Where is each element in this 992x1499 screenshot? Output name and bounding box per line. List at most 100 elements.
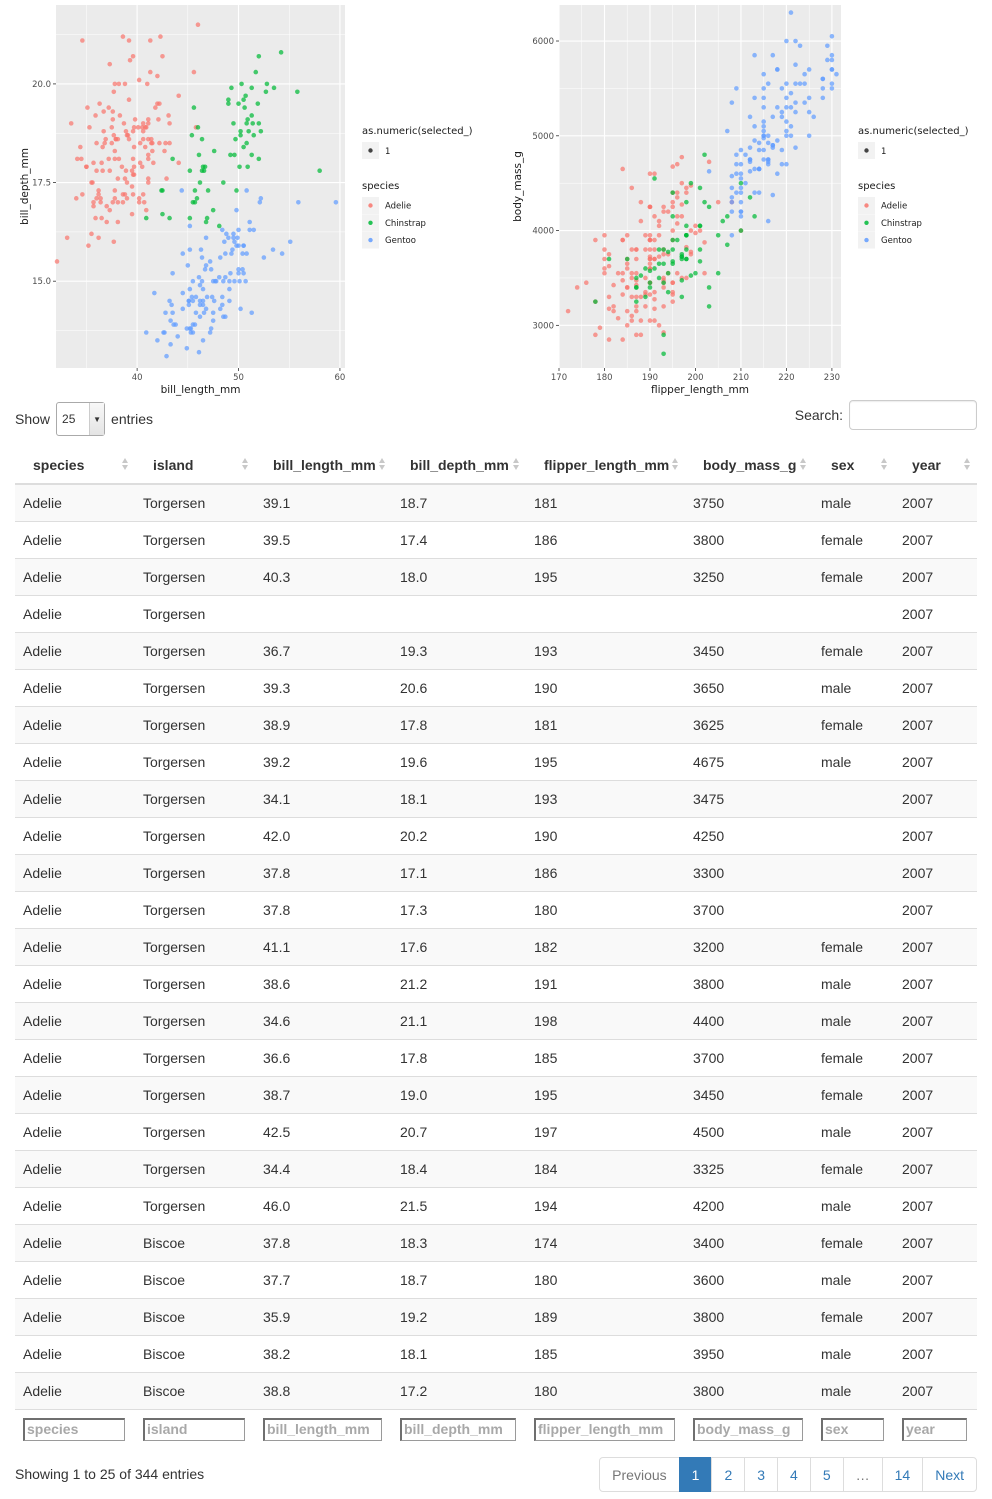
table-cell-year: 2007 <box>894 631 977 669</box>
table-row[interactable]: Adelie Torgersen 39.3 20.6 190 3650 male 2007 <box>15 668 977 706</box>
data-point-gentoo <box>802 81 807 86</box>
data-point-gentoo <box>200 286 206 292</box>
table-cell-bill-length-mm: 39.2 <box>255 742 392 780</box>
filter-year-input[interactable]: year <box>902 1417 967 1441</box>
filter-bill-length-input[interactable]: bill_length_mm <box>263 1417 382 1441</box>
table-row[interactable]: Adelie Biscoe 38.8 17.2 180 3800 male 2007 <box>15 1371 977 1409</box>
data-point-adelie <box>638 332 644 338</box>
table-row[interactable]: Adelie Torgersen 40.3 18.0 195 3250 female 2007 <box>15 557 977 595</box>
sort-icon[interactable] <box>672 458 679 472</box>
data-point-adelie <box>135 125 141 130</box>
data-point-gentoo <box>258 196 264 201</box>
table-row[interactable]: Adelie Torgersen 39.2 19.6 195 4675 male 2007 <box>15 742 977 780</box>
table-cell-year: 2007 <box>894 927 977 965</box>
table-row[interactable]: Adelie Torgersen 41.1 17.6 182 3200 female 2007 <box>15 927 977 965</box>
column-header-bill-depth[interactable]: bill_depth_mm <box>392 446 526 485</box>
data-point-adelie <box>656 223 662 229</box>
table-row[interactable]: Adelie Torgersen 36.6 17.8 185 3700 female 2007 <box>15 1038 977 1076</box>
table-row[interactable]: Adelie Torgersen 36.7 19.3 193 3450 female 2007 <box>15 631 977 669</box>
filter-body-mass-input[interactable]: body_mass_g <box>693 1417 803 1441</box>
legend-size-title: as.numeric(selected_) <box>362 126 473 137</box>
data-point-adelie <box>674 214 680 219</box>
data-point-adelie <box>94 168 99 174</box>
chevron-down-icon[interactable]: ▼ <box>89 403 105 435</box>
table-row[interactable]: Adelie Torgersen 34.6 21.1 198 4400 male 2007 <box>15 1001 977 1039</box>
data-point-adelie <box>670 199 676 205</box>
sort-icon[interactable] <box>122 458 129 472</box>
data-point-gentoo <box>756 190 762 195</box>
table-row[interactable]: Adelie Biscoe 37.8 18.3 174 3400 female 2007 <box>15 1223 977 1261</box>
data-point-chinstrap <box>192 199 198 205</box>
page-3-button[interactable]: 3 <box>744 1457 779 1492</box>
page-4-button[interactable]: 4 <box>777 1457 811 1492</box>
table-row[interactable]: Adelie Torgersen 38.7 19.0 195 3450 female 2007 <box>15 1075 977 1113</box>
data-point-adelie <box>670 289 676 295</box>
filter-flipper-length-input[interactable]: flipper_length_mm <box>534 1417 675 1441</box>
column-header-species[interactable]: species <box>15 446 135 485</box>
data-point-gentoo <box>199 255 205 260</box>
table-row[interactable]: Adelie Torgersen 42.0 20.2 190 4250 2007 <box>15 816 977 854</box>
table-row[interactable]: Adelie Torgersen 34.4 18.4 184 3325 female 2007 <box>15 1149 977 1187</box>
data-point-adelie <box>143 207 149 213</box>
table-body: Adelie Torgersen 39.1 18.7 181 3750 male 2007 Ad… <box>15 484 977 1409</box>
sort-icon[interactable] <box>800 458 807 472</box>
page-1-button[interactable]: 1 <box>678 1457 713 1492</box>
column-header-body-mass[interactable]: body_mass_g <box>685 446 813 485</box>
column-header-sex[interactable]: sex <box>813 446 894 485</box>
table-row[interactable]: Adelie Torgersen 2007 <box>15 594 977 632</box>
column-header-island[interactable]: island <box>135 446 255 485</box>
data-point-adelie <box>611 282 616 288</box>
flipper-mass-scatter-plot[interactable]: 170 180 190 200 210 220 230 3000 4000 5000 6000 fli… <box>496 0 992 396</box>
table-row[interactable]: Adelie Biscoe 37.7 18.7 180 3600 male 2007 <box>15 1260 977 1298</box>
table-row[interactable]: Adelie Torgersen 39.1 18.7 181 3750 male 2007 <box>15 484 977 521</box>
table-row[interactable]: Adelie Biscoe 35.9 19.2 189 3800 female 2007 <box>15 1297 977 1335</box>
table-cell-year: 2007 <box>894 520 977 558</box>
table-row[interactable]: Adelie Torgersen 34.1 18.1 193 3475 2007 <box>15 779 977 817</box>
search-input[interactable] <box>849 400 977 430</box>
table-row[interactable]: Adelie Biscoe 38.2 18.1 185 3950 male 2007 <box>15 1334 977 1372</box>
table-cell-island: Torgersen <box>135 557 255 595</box>
entries-select[interactable]: 25 ▼ <box>56 402 106 436</box>
table-row[interactable]: Adelie Torgersen 37.8 17.1 186 3300 2007 <box>15 853 977 891</box>
table-row[interactable]: Adelie Torgersen 42.5 20.7 197 4500 male 2007 <box>15 1112 977 1150</box>
page-5-button[interactable]: 5 <box>809 1457 844 1492</box>
table-cell-bill-length-mm: 39.5 <box>255 520 392 558</box>
table-cell-species: Adelie <box>15 1297 135 1335</box>
sort-icon[interactable] <box>964 458 971 472</box>
table-cell-body-mass-g: 4250 <box>685 816 813 854</box>
table-row[interactable]: Adelie Torgersen 39.5 17.4 186 3800 female 2007 <box>15 520 977 558</box>
previous-page-button[interactable]: Previous <box>599 1457 680 1492</box>
data-point-adelie <box>634 332 639 338</box>
data-point-adelie <box>106 105 112 110</box>
x-tick-label: 40 <box>132 373 143 383</box>
filter-island-input[interactable]: island <box>143 1417 245 1441</box>
data-point-gentoo <box>184 326 190 331</box>
next-page-button[interactable]: Next <box>922 1457 977 1492</box>
flipper-mass-scatter-svg[interactable]: 170 180 190 200 210 220 230 3000 4000 5000 6000 fli… <box>496 0 992 396</box>
sort-icon[interactable] <box>379 458 386 472</box>
filter-bill-depth-input[interactable]: bill_depth_mm <box>400 1417 516 1441</box>
bill-scatter-plot[interactable]: 40 50 60 15.0 17.5 20.0 bill_length_mm bill_dep… <box>0 0 496 396</box>
page-14-button[interactable]: 14 <box>881 1457 924 1492</box>
data-point-adelie <box>652 289 657 295</box>
column-header-bill-length[interactable]: bill_length_mm <box>255 446 392 485</box>
filter-species-input[interactable]: species <box>23 1417 125 1441</box>
data-point-adelie <box>110 109 116 114</box>
sort-icon[interactable] <box>513 458 520 472</box>
table-row[interactable]: Adelie Torgersen 38.6 21.2 191 3800 male 2007 <box>15 964 977 1002</box>
data-point-chinstrap <box>170 156 175 162</box>
table-cell-sex: male <box>813 1001 894 1039</box>
data-point-adelie <box>74 156 80 162</box>
sort-icon[interactable] <box>242 458 249 472</box>
page-2-button[interactable]: 2 <box>711 1457 746 1492</box>
bill-scatter-svg[interactable]: 40 50 60 15.0 17.5 20.0 bill_length_mm bill_dep… <box>0 0 496 396</box>
sort-icon[interactable] <box>881 458 888 472</box>
table-row[interactable]: Adelie Torgersen 37.8 17.3 180 3700 2007 <box>15 890 977 928</box>
column-header-year[interactable]: year <box>894 446 977 485</box>
data-point-chinstrap <box>238 128 243 134</box>
table-row[interactable]: Adelie Torgersen 38.9 17.8 181 3625 female 2007 <box>15 705 977 743</box>
table-row[interactable]: Adelie Torgersen 46.0 21.5 194 4200 male 2007 <box>15 1186 977 1224</box>
table-cell-flipper-length-mm: 194 <box>526 1186 685 1224</box>
column-header-flipper-length[interactable]: flipper_length_mm <box>526 446 685 485</box>
filter-sex-input[interactable]: sex <box>821 1417 884 1441</box>
